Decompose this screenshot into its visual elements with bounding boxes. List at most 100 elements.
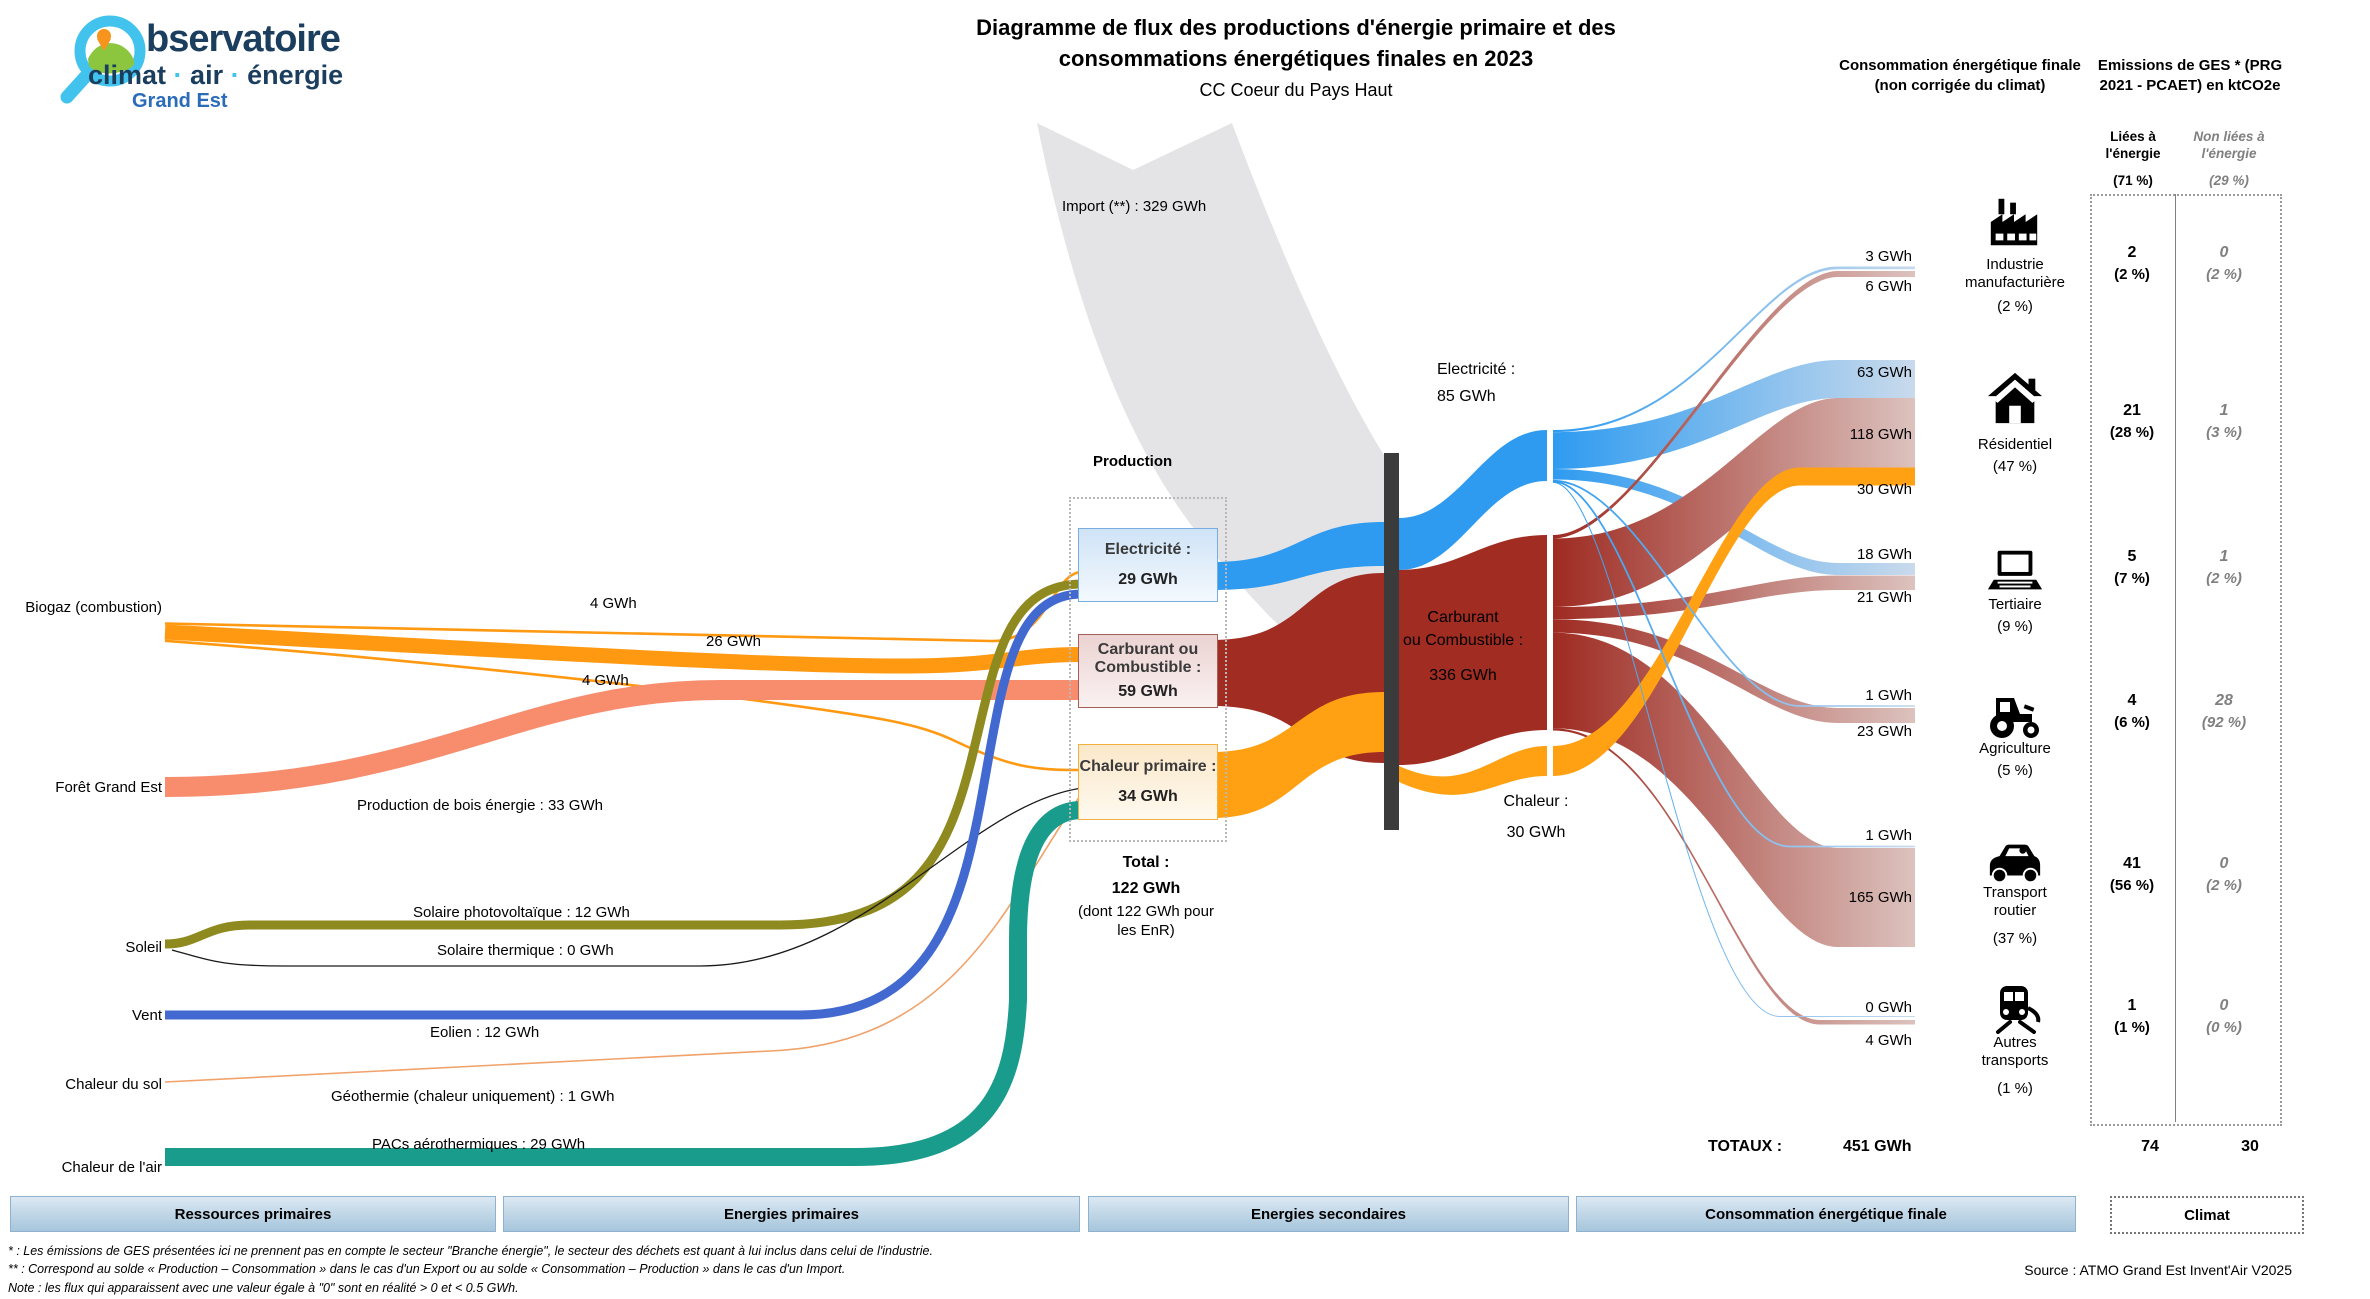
- sector-name-industry: Industrie manufacturière: [1964, 256, 2066, 291]
- tagline-energie: énergie: [247, 60, 344, 90]
- secondary-fuel-title-2: ou Combustible :: [1402, 632, 1524, 649]
- ges-road-transport-energy: 41 (56 %): [2090, 853, 2174, 897]
- page-subtitle: CC Coeur du Pays Haut: [1199, 80, 1393, 100]
- brand-region: Grand Est: [132, 90, 228, 112]
- production-fuel-value: 59 GWh: [1118, 683, 1178, 700]
- flow-elec-to-tertiary: [1553, 469, 1915, 575]
- flow-solar-pv-to-electricity: [164, 579, 1083, 949]
- flow-label-biogaz-heat: 4 GWh: [582, 672, 629, 689]
- production-total-block: Total : 122 GWh (dont 122 GWh pour les E…: [1069, 850, 1223, 940]
- flow-label-import: Import (**) : 329 GWh: [1062, 198, 1207, 215]
- totals-label: TOTAUX :: [1708, 1138, 1783, 1155]
- source-label-chaleur-air: Chaleur de l'air: [61, 1159, 162, 1176]
- ges-value: 2: [2127, 244, 2137, 261]
- flow-label-thermique: Solaire thermique : 0 GWh: [437, 942, 614, 959]
- secondary-heat-value: 30 GWh: [1506, 824, 1566, 841]
- other-transport-fuel-value: 4 GWh: [1865, 1032, 1912, 1049]
- stage-bar-energies-primaires: Energies primaires: [503, 1196, 1080, 1232]
- secondary-heat-title: Chaleur :: [1503, 793, 1569, 810]
- flow-fuel-to-residential: [1553, 398, 1915, 607]
- footnote-1: * : Les émissions de GES présentées ici …: [8, 1244, 933, 1258]
- secondary-fuel-label: Carburant ou Combustible : 336 GWh: [1388, 606, 1538, 687]
- ges-pct: (2 %): [2206, 570, 2242, 587]
- source-label-chaleur-sol: Chaleur du sol: [65, 1076, 162, 1093]
- ges-pct: (56 %): [2109, 877, 2155, 894]
- sector-pct-other-transport: (1 %): [1997, 1080, 2033, 1097]
- flow-heatpump-to-heat: [165, 801, 1083, 1166]
- consumption-header: Consommation énergétique finale (non cor…: [1839, 57, 2081, 94]
- production-title: Production: [1093, 453, 1173, 470]
- flow-label-geothermie: Géothermie (chaleur uniquement) : 1 GWh: [331, 1088, 615, 1105]
- flow-secondary-fuel: [1399, 535, 1547, 765]
- production-electricity-label: Electricité :: [1104, 541, 1192, 558]
- ges-col-non-energy-pct: (29 %): [2209, 173, 2249, 188]
- ges-residential-non-energy: 1 (3 %): [2182, 400, 2266, 444]
- stage-bar-consommation-finale: Consommation énergétique finale: [1576, 1196, 2076, 1232]
- stage-bar-climat: Climat: [2110, 1196, 2304, 1234]
- car-icon: [1989, 844, 2041, 884]
- sector-pct-industry: (2 %): [1997, 298, 2033, 315]
- train-icon: [1996, 986, 2041, 1034]
- production-electricity-box: Electricité : 29 GWh: [1078, 528, 1218, 602]
- flow-production-electricity: [1212, 522, 1384, 590]
- sector-pct-tertiary: (9 %): [1997, 618, 2033, 635]
- flow-wood-to-fuel: [164, 679, 1082, 797]
- flow-label-pv: Solaire photovoltaïque : 12 GWh: [413, 904, 630, 921]
- flow-label-biogaz-fuel: 26 GWh: [706, 633, 762, 650]
- production-total-label: Total :: [1122, 854, 1170, 871]
- magnifier-handle-icon: [60, 69, 93, 104]
- sector-pct-agriculture: (5 %): [1997, 762, 2033, 779]
- flow-fuel-to-agriculture: [1553, 619, 1915, 723]
- stage-bar-ressources-primaires: Ressources primaires: [10, 1196, 496, 1232]
- ges-table-divider: [2175, 194, 2176, 1122]
- agriculture-elec-value: 1 GWh: [1865, 687, 1912, 704]
- flow-geothermal-to-heat: [164, 792, 1083, 1083]
- ges-value: 28: [2215, 692, 2233, 709]
- ges-agriculture-non-energy: 28 (92 %): [2182, 690, 2266, 734]
- ges-pct: (2 %): [2114, 266, 2150, 283]
- flow-label-pac: PACs aérothermiques : 29 GWh: [372, 1136, 586, 1153]
- flow-secondary-heat: [1399, 746, 1547, 795]
- flow-secondary-electricity: [1399, 430, 1547, 570]
- tertiary-fuel-value: 21 GWh: [1856, 589, 1912, 606]
- totals-value: 451 GWh: [1843, 1138, 1912, 1155]
- sector-pct-residential: (47 %): [1992, 458, 2038, 475]
- flow-fuel-to-road-transport: [1553, 632, 1915, 947]
- industry-fuel-value: 6 GWh: [1865, 278, 1912, 295]
- tagline-air: air: [190, 60, 224, 90]
- brand-name: bservatoire: [146, 18, 341, 60]
- ges-value: 1: [2219, 402, 2229, 419]
- pin-tip-icon: [97, 39, 111, 51]
- ges-value: 0: [2219, 997, 2229, 1014]
- flow-label-eolien: Eolien : 12 GWh: [430, 1024, 540, 1041]
- ges-pct: (7 %): [2114, 570, 2150, 587]
- ges-col-non-energy-header: Non liées à l'énergie: [2193, 129, 2265, 161]
- ges-tertiary-energy: 5 (7 %): [2090, 546, 2174, 590]
- ges-value: 5: [2127, 548, 2137, 565]
- secondary-electricity-value: 85 GWh: [1437, 388, 1496, 405]
- ges-pct: (3 %): [2206, 424, 2242, 441]
- ges-value: 0: [2219, 244, 2229, 261]
- laptop-icon: [1987, 550, 2043, 590]
- ges-value: 1: [2127, 997, 2137, 1014]
- tagline-climat: climat: [88, 60, 167, 90]
- ges-pct: (92 %): [2201, 714, 2247, 731]
- secondary-heat-label: Chaleur : 30 GWh: [1466, 786, 1606, 848]
- residential-elec-value: 63 GWh: [1856, 364, 1912, 381]
- footnote-3: Note : les flux qui apparaissent avec un…: [8, 1281, 519, 1295]
- totals-ges-energy: 74: [2141, 1138, 2159, 1155]
- flow-production-heat: [1212, 692, 1384, 818]
- ges-road-transport-non-energy: 0 (2 %): [2182, 853, 2266, 897]
- sector-name-residential: Résidentiel: [1977, 436, 2053, 453]
- brand-tagline: climat · air · énergie: [88, 60, 344, 90]
- factory-icon: [1990, 198, 2038, 246]
- flow-elec-to-road-transport: [1552, 480, 1915, 848]
- secondary-fuel-title-1: Carburant: [1427, 609, 1499, 626]
- page-title: Diagramme de flux des productions d'éner…: [976, 15, 1616, 71]
- industry-elec-value: 3 GWh: [1865, 248, 1912, 265]
- ges-value: 1: [2219, 548, 2229, 565]
- green-hill-icon: [88, 43, 135, 74]
- tractor-icon: [1990, 698, 2039, 738]
